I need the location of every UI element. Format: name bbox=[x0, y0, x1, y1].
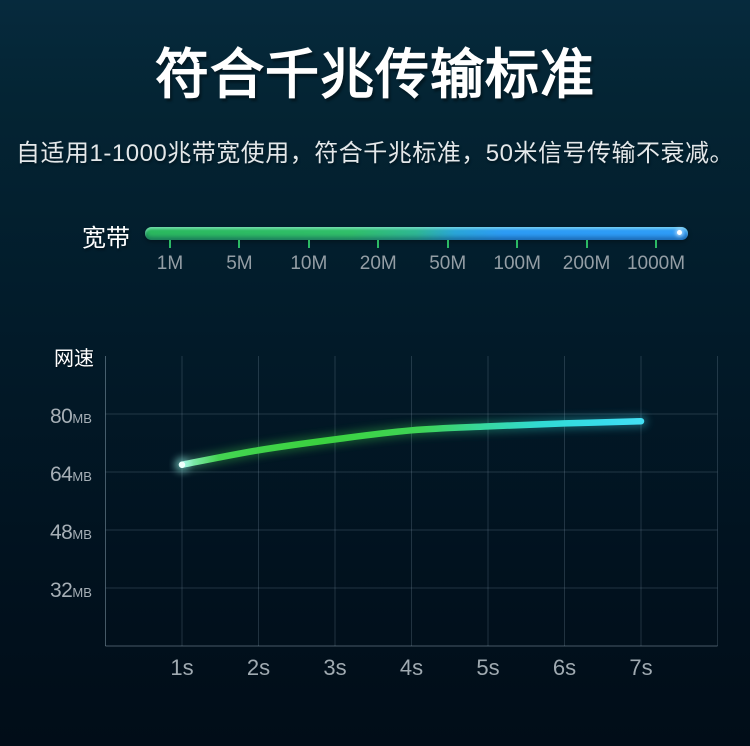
bandwidth-tick bbox=[516, 240, 519, 248]
curve-start-dot bbox=[178, 461, 186, 468]
x-axis-label: 2s bbox=[246, 655, 271, 680]
bandwidth-tick bbox=[655, 240, 657, 248]
curve-start-glow bbox=[175, 457, 189, 472]
bandwidth-tick bbox=[446, 240, 449, 248]
x-axis-label: 1s bbox=[170, 655, 194, 680]
y-axis-value: 64 bbox=[50, 463, 73, 486]
bandwidth-tick bbox=[585, 240, 588, 248]
bandwidth-tick-label: 100M bbox=[493, 253, 541, 274]
bandwidth-tick-label: 1000M bbox=[626, 253, 686, 274]
bandwidth-label: 宽带 bbox=[82, 225, 130, 252]
bandwidth-tick-label: 5M bbox=[226, 253, 253, 274]
chart-ylabel: 网速 bbox=[54, 348, 94, 370]
y-axis-value: 32 bbox=[50, 579, 73, 602]
speed-curve bbox=[178, 418, 645, 468]
bandwidth-gradient-bar bbox=[145, 227, 688, 240]
bandwidth-tick-label: 200M bbox=[562, 253, 611, 274]
x-axis-label: 7s bbox=[629, 655, 653, 680]
x-axis-label: 3s bbox=[323, 655, 347, 680]
y-axis-label: 80MB bbox=[50, 405, 98, 429]
bandwidth-tick bbox=[307, 240, 310, 248]
bandwidth-tick-label: 20M bbox=[359, 253, 397, 274]
bandwidth-tick bbox=[377, 240, 380, 248]
x-axis-label: 6s bbox=[552, 655, 577, 680]
page-title: 符合千兆传输标准 bbox=[155, 45, 595, 105]
page-subtitle: 自适用1-1000兆带宽使用，符合千兆标准，50米信号传输不衰减。 bbox=[16, 140, 734, 167]
bandwidth-tick-label: 50M bbox=[429, 253, 467, 274]
y-axis-label: 64MB bbox=[50, 463, 98, 487]
bandwidth-tick bbox=[238, 240, 241, 248]
y-axis-unit: MB bbox=[72, 585, 92, 600]
y-axis-value: 80 bbox=[50, 405, 73, 428]
y-axis-unit: MB bbox=[72, 411, 92, 426]
bandwidth-tick bbox=[169, 240, 171, 248]
y-axis-unit: MB bbox=[72, 527, 92, 542]
y-axis-value: 48 bbox=[50, 521, 73, 544]
bandwidth-tick-label: 10M bbox=[290, 253, 328, 274]
bandwidth-tick-label: 1M bbox=[156, 253, 184, 274]
x-axis-label: 4s bbox=[399, 655, 424, 680]
x-axis-label: 5s bbox=[476, 655, 500, 680]
y-axis-label: 48MB bbox=[50, 521, 98, 545]
y-axis-label: 32MB bbox=[50, 579, 98, 603]
bandwidth-bar-dot bbox=[677, 230, 682, 235]
y-axis-unit: MB bbox=[72, 469, 92, 484]
speed-curve-glow bbox=[175, 414, 648, 472]
